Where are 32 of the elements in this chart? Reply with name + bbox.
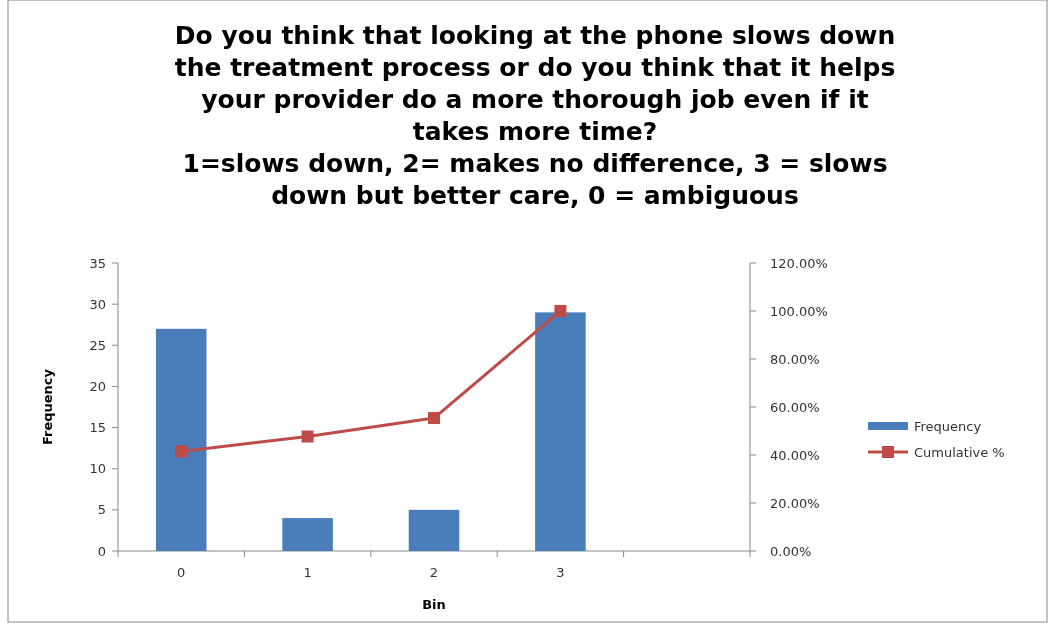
y2-tick-label: 60.00% [770,399,820,415]
x-tick-label: 2 [429,565,439,580]
bar [282,518,333,551]
y-tick-label: 35 [89,255,106,271]
point [175,445,188,458]
y2-tick-label: 0.00% [770,543,812,559]
y-tick-label: 25 [89,337,106,353]
y-tick-label: 0 [97,543,106,559]
chart-title: Do you think that looking at the phone slows down the treatment process or do you think that it helps your provider do a more thorough job even if it takes more time? 1=slows down, 2= makes no difference, 3 = slows down but better care, 0 = ambiguous [174,21,896,210]
y2-tick-label: 120.00% [770,255,828,271]
point [554,305,567,317]
legend-label: Frequency [914,418,982,434]
y2-tick-label: 100.00% [770,303,828,319]
bar [408,509,460,551]
y-tick-label: 5 [97,502,106,518]
y-tick-label: 30 [89,296,106,312]
point [428,412,440,425]
x-tick-label: 1 [303,565,312,580]
y-axis-title: Frequency [40,368,55,446]
x-tick-label: 0 [177,565,186,580]
y-tick-label: 20 [89,378,106,394]
y-tick-label: 15 [89,420,106,436]
y2-tick-label: 40.00% [770,447,820,463]
x-tick-label: 3 [556,565,565,580]
bar [155,328,207,551]
y2-tick-label: 20.00% [770,495,820,511]
legend-label: Cumulative % [914,444,1005,460]
bar [535,312,586,551]
y-tick-label: 10 [89,461,106,477]
point [301,430,314,443]
y2-tick-label: 80.00% [770,351,820,367]
x-axis-title: Bin [422,597,446,612]
